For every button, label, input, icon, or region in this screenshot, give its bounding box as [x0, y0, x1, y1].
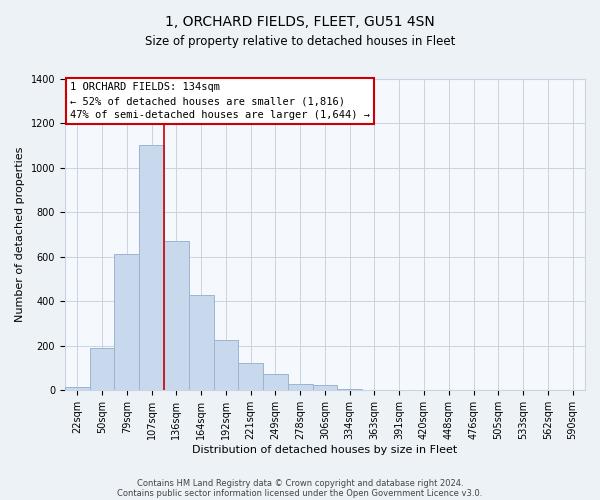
Text: 1 ORCHARD FIELDS: 134sqm
← 52% of detached houses are smaller (1,816)
47% of sem: 1 ORCHARD FIELDS: 134sqm ← 52% of detach…	[70, 82, 370, 120]
Bar	[337, 389, 362, 390]
Bar	[139, 144, 164, 390]
Bar	[313, 386, 337, 390]
Bar	[238, 362, 263, 390]
Bar	[263, 374, 288, 390]
Bar	[189, 294, 214, 390]
Bar	[214, 340, 238, 390]
Bar	[164, 242, 189, 390]
Text: Contains public sector information licensed under the Open Government Licence v3: Contains public sector information licen…	[118, 488, 482, 498]
Y-axis label: Number of detached properties: Number of detached properties	[15, 147, 25, 322]
Bar	[115, 254, 139, 390]
X-axis label: Distribution of detached houses by size in Fleet: Distribution of detached houses by size …	[193, 445, 458, 455]
Bar	[89, 348, 115, 391]
Text: Contains HM Land Registry data © Crown copyright and database right 2024.: Contains HM Land Registry data © Crown c…	[137, 478, 463, 488]
Text: 1, ORCHARD FIELDS, FLEET, GU51 4SN: 1, ORCHARD FIELDS, FLEET, GU51 4SN	[165, 15, 435, 29]
Bar	[65, 387, 89, 390]
Text: Size of property relative to detached houses in Fleet: Size of property relative to detached ho…	[145, 35, 455, 48]
Bar	[288, 384, 313, 390]
